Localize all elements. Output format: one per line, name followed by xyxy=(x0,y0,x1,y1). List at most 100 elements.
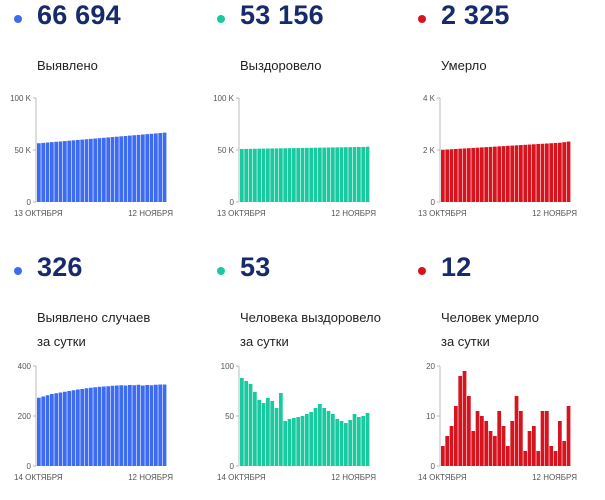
bar xyxy=(510,421,515,466)
bar xyxy=(536,451,541,466)
bar xyxy=(93,387,98,466)
bar xyxy=(305,147,309,202)
bar xyxy=(514,396,519,466)
bar xyxy=(352,147,357,202)
bar xyxy=(566,406,571,466)
bar xyxy=(532,144,536,202)
bar xyxy=(76,389,80,466)
bar xyxy=(445,149,450,202)
bar xyxy=(365,413,370,466)
bar xyxy=(475,147,480,202)
bar xyxy=(527,431,532,466)
stat-label-line: Выздоровело xyxy=(240,58,322,73)
bar xyxy=(136,134,141,202)
stat-value: 326 xyxy=(37,252,83,282)
bar xyxy=(115,385,119,466)
bar xyxy=(270,401,275,466)
stat-label-line: за сутки xyxy=(240,334,289,349)
bar xyxy=(132,135,137,202)
bar xyxy=(123,385,128,466)
stat-label-line: за сутки xyxy=(37,334,86,349)
bar xyxy=(545,411,549,466)
bar xyxy=(71,390,76,466)
bar xyxy=(480,416,484,466)
y-tick-label: 0 xyxy=(27,462,32,471)
bar xyxy=(93,138,98,202)
bar xyxy=(549,446,554,466)
x-axis-start-label: 13 ОКТЯБРЯ xyxy=(217,209,266,218)
bar xyxy=(80,389,85,466)
bar xyxy=(309,412,314,466)
bar xyxy=(89,138,93,202)
bar xyxy=(279,393,283,466)
bar xyxy=(300,416,305,466)
bar xyxy=(454,148,458,202)
bar xyxy=(253,148,257,202)
bar xyxy=(519,411,523,466)
bar xyxy=(244,148,249,202)
bar xyxy=(318,147,322,202)
bar xyxy=(54,141,59,202)
bar xyxy=(501,146,506,202)
bar xyxy=(462,371,467,466)
bar xyxy=(257,400,262,466)
stat-label-line: Умерло xyxy=(441,58,487,73)
bar xyxy=(154,384,158,466)
x-axis-end-label: 12 НОЯБРЯ xyxy=(532,473,577,482)
bar xyxy=(471,147,476,202)
bar xyxy=(458,376,463,466)
bar xyxy=(519,145,523,202)
stat-label-line: Человека выздоровело xyxy=(240,310,381,325)
stat-label-line: Выявлено xyxy=(37,58,98,73)
y-tick-label: 200 xyxy=(18,412,32,421)
y-tick-label: 20 xyxy=(426,362,435,371)
bar xyxy=(136,384,141,466)
bar xyxy=(441,446,445,466)
bar xyxy=(279,148,283,202)
bar-chart: 0 50 100 14 ОКТЯБРЯ 12 НОЯБРЯ xyxy=(217,362,376,482)
bar xyxy=(484,421,489,466)
stat-label: Выявлено xyxy=(37,54,197,78)
bar xyxy=(80,139,85,202)
bar xyxy=(566,141,571,202)
y-tick-label: 400 xyxy=(18,362,32,371)
bar xyxy=(540,143,545,202)
bar xyxy=(240,378,244,466)
bar xyxy=(506,145,510,202)
bar xyxy=(339,147,344,202)
y-tick-label: 50 xyxy=(225,412,234,421)
bar xyxy=(497,411,502,466)
y-tick-label: 0 xyxy=(431,462,436,471)
y-tick-label: 0 xyxy=(230,198,235,207)
stat-label-line: за сутки xyxy=(441,334,490,349)
stat-value: 66 694 xyxy=(37,0,121,30)
bar xyxy=(445,436,450,466)
bar xyxy=(67,391,72,466)
bar xyxy=(37,397,41,466)
bar xyxy=(257,148,262,202)
stat-label-line: Выявлено случаев xyxy=(37,310,151,325)
bar xyxy=(145,385,150,466)
bar xyxy=(449,426,454,466)
bar xyxy=(357,146,361,202)
bar xyxy=(128,385,132,466)
x-axis-start-label: 14 ОКТЯБРЯ xyxy=(217,473,266,482)
legend-dot-icon xyxy=(14,267,22,275)
bar xyxy=(318,404,322,466)
bar-chart: 0 200 400 14 ОКТЯБРЯ 12 НОЯБРЯ xyxy=(14,362,173,482)
bar xyxy=(102,386,106,466)
bar xyxy=(54,393,59,466)
bar xyxy=(467,396,471,466)
stat-panel-deaths-daily: 12 Человек умерло за сутки 0 10 20 14 ОКТЯБРЯ 1… xyxy=(404,252,602,494)
bar xyxy=(296,417,301,466)
bar xyxy=(326,147,331,202)
bar xyxy=(532,426,536,466)
stat-label-line: Человек умерло xyxy=(441,310,539,325)
bar xyxy=(141,385,145,466)
bar xyxy=(467,148,471,202)
bar xyxy=(154,133,158,202)
legend-dot-icon xyxy=(217,15,225,23)
bar xyxy=(50,142,54,202)
bar xyxy=(313,147,318,202)
bar xyxy=(562,441,567,466)
